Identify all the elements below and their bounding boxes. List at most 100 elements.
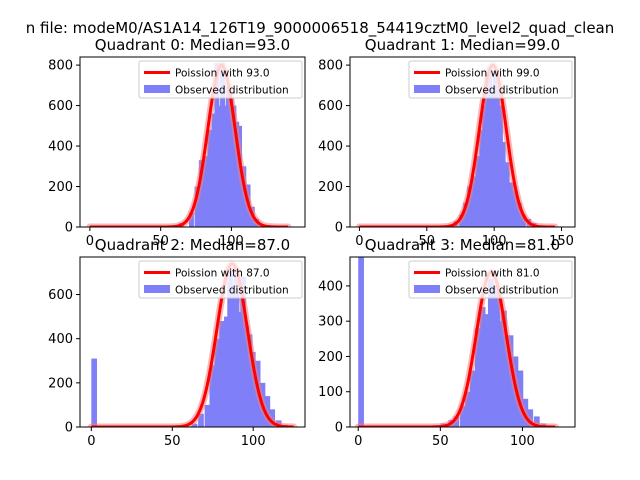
histogram-bar [211, 113, 217, 227]
histogram-bar [233, 272, 240, 427]
poisson-curve [357, 270, 556, 427]
x-tick-label: 0 [86, 234, 94, 249]
legend: Poission with 99.0 Observed distribution [408, 60, 573, 99]
histogram-bar [198, 160, 204, 227]
y-tick-label: 0 [65, 221, 73, 236]
histogram-bar [482, 105, 487, 227]
x-tick-label: 0 [354, 434, 362, 449]
histogram-bar [237, 312, 243, 427]
histogram-bar [249, 351, 256, 427]
histogram-bar [494, 285, 501, 427]
x-tick-label: 100 [241, 434, 266, 449]
x-tick-label: 100 [482, 234, 507, 249]
histogram-bar [492, 73, 498, 227]
x-tick-label: 50 [419, 234, 436, 249]
y-tick-label: 400 [48, 332, 73, 347]
histogram-bar [517, 202, 522, 227]
legend-hist-label: Observed distribution [175, 85, 289, 97]
histogram-bar [490, 93, 495, 227]
plot-area [354, 257, 559, 427]
legend-hist-label: Observed distribution [445, 285, 559, 297]
histogram-bar [501, 310, 507, 427]
histogram-bar [475, 156, 481, 227]
plot-area [87, 259, 298, 427]
histogram-bar [91, 358, 97, 427]
poisson-curve [89, 63, 289, 227]
legend-curve-label: Poission with 93.0 [175, 68, 270, 80]
histogram-bar [507, 335, 514, 427]
histogram-bar [471, 176, 476, 227]
x-tick-label: 100 [510, 434, 535, 449]
legend-hist-label: Observed distribution [445, 85, 559, 97]
subplot-title: Quadrant 2: Median=87.0 [95, 236, 290, 254]
histogram-bar [220, 63, 226, 227]
histogram-bar [227, 268, 233, 427]
histogram-bar [484, 77, 490, 227]
figure-suptitle: n file: modeM0/AS1A14_126T19_9000006518_… [26, 19, 615, 38]
histogram-bar [214, 338, 221, 427]
legend: Poission with 81.0 Observed distribution [408, 260, 573, 299]
legend-box [408, 260, 573, 299]
subplot-quadrant-2: 0 50 100 0 200 400 600 Quadrant 2: Median=87.0 P… [48, 236, 306, 449]
x-tick-label: 50 [164, 434, 181, 449]
histogram-bar [222, 105, 228, 227]
subplot-title: Quadrant 1: Median=99.0 [365, 36, 560, 54]
histogram-bar [214, 63, 220, 227]
y-tick-label: 400 [318, 140, 343, 155]
axes-frame [79, 256, 306, 428]
histogram-bar [474, 328, 481, 427]
histogram-bar [467, 186, 472, 227]
histogram-bar [224, 316, 230, 427]
y-tick-label: 600 [48, 288, 73, 303]
legend-curve-label: Poission with 81.0 [445, 268, 540, 280]
legend-hist-swatch [414, 85, 440, 93]
histogram-bar [198, 413, 204, 427]
legend-hist-swatch [414, 285, 440, 293]
y-tick-label: 0 [335, 421, 343, 436]
histogram-bar [497, 321, 504, 427]
histogram-bar [219, 321, 225, 427]
axes-frame [79, 56, 306, 228]
histogram-bar [479, 129, 485, 227]
subplot-grid: 0 50 100 0 200 400 600 800 Quadrant 0: Median=93… [48, 36, 576, 449]
histogram-bar [358, 257, 364, 427]
x-tick-label: 50 [152, 234, 169, 249]
x-tick-label: 100 [219, 234, 244, 249]
y-tick-label: 0 [65, 421, 73, 436]
y-tick-label: 0 [335, 221, 343, 236]
histogram-bar [246, 334, 253, 427]
histogram-bar [464, 391, 471, 427]
y-tick-label: 100 [318, 385, 343, 400]
histogram-bar [487, 67, 493, 227]
histogram-bar [500, 142, 506, 227]
histogram-bar [498, 105, 503, 227]
y-tick-label: 800 [318, 59, 343, 74]
y-tick-label: 800 [48, 59, 73, 74]
axes-frame [349, 56, 576, 228]
histogram-bar [504, 162, 510, 227]
y-tick-label: 200 [48, 180, 73, 195]
x-tick-label: 0 [87, 434, 95, 449]
histogram-bar [234, 121, 240, 227]
histogram-bar [231, 105, 237, 227]
y-tick-label: 300 [318, 315, 343, 330]
y-tick-label: 600 [318, 99, 343, 114]
histogram-bar [460, 405, 466, 427]
histogram-bar [533, 416, 540, 427]
legend-hist-swatch [144, 285, 170, 293]
y-tick-label: 200 [318, 180, 343, 195]
histogram-bar [479, 307, 486, 427]
histogram-bar [469, 370, 476, 427]
y-tick-label: 400 [318, 279, 343, 294]
histogram-bar [504, 349, 511, 427]
histogram-bar [204, 404, 211, 427]
y-tick-label: 200 [48, 376, 73, 391]
legend-hist-swatch [144, 85, 170, 93]
histogram-bar [225, 85, 231, 227]
poisson-curve [90, 262, 295, 427]
histogram-bar [230, 294, 237, 427]
histogram-bar [203, 156, 209, 227]
legend-box [138, 260, 303, 299]
histogram-bar [217, 105, 223, 227]
plot-area [355, 61, 559, 227]
